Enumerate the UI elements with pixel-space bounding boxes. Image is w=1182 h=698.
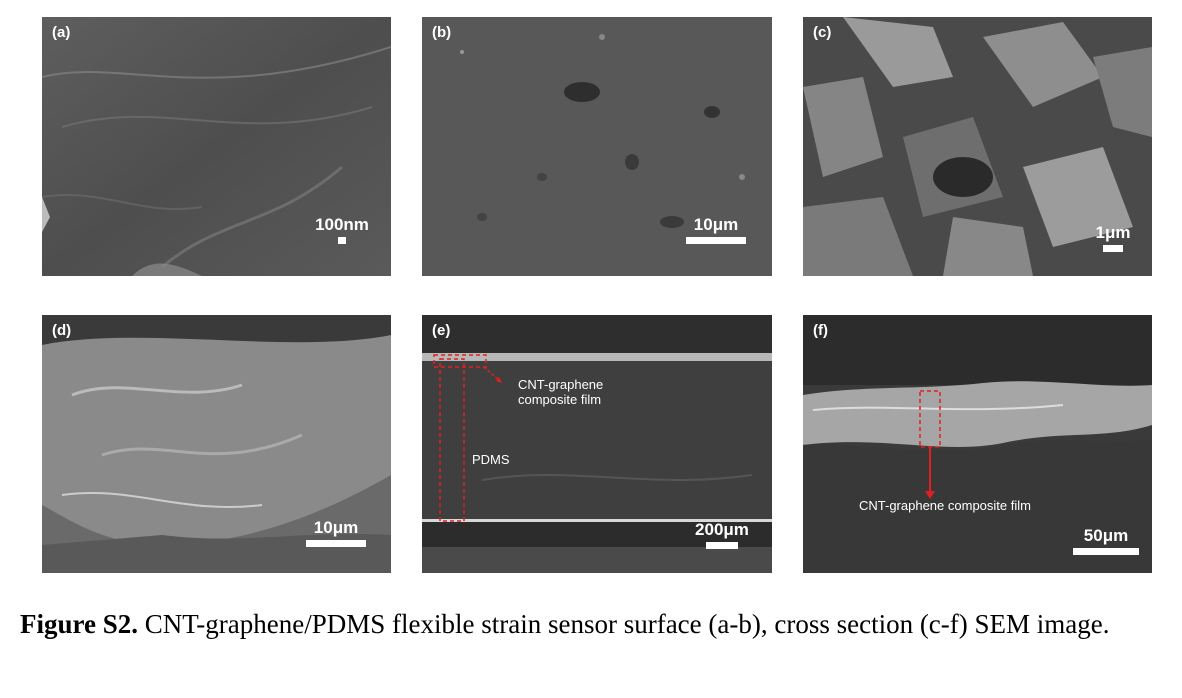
sem-panel-a: (a) 100nm xyxy=(42,17,391,276)
sem-panel-f: (f) CNT-graphene composite film 50μm xyxy=(803,315,1152,573)
panel-label-c: (c) xyxy=(813,24,832,41)
sem-panel-d: (d) 10μm xyxy=(42,315,391,573)
scale-text-a: 100nm xyxy=(315,215,369,234)
scale-text-f: 50μm xyxy=(1083,526,1129,545)
scale-bar-f: 50μm xyxy=(1071,526,1141,555)
panel-label-a: (a) xyxy=(52,24,71,41)
scale-bar-b: 10μm xyxy=(685,215,747,244)
annotation-composite-film-f: CNT-graphene composite film xyxy=(859,498,1031,513)
sem-image-a xyxy=(42,17,391,276)
scale-bar-e: 200μm xyxy=(686,520,758,549)
scale-text-b: 10μm xyxy=(693,215,739,234)
annotation-pdms-e: PDMS xyxy=(472,452,510,467)
scale-bar-a: 100nm xyxy=(307,215,377,244)
sem-image-f xyxy=(803,315,1152,573)
panel-label-b: (b) xyxy=(432,24,452,41)
scale-text-c: 1μm xyxy=(1095,223,1131,242)
sem-panel-e: (e) CNT-graphene composite film PDMS 200… xyxy=(422,315,772,573)
sem-image-e xyxy=(422,315,772,573)
caption-text: CNT-graphene/PDMS flexible strain sensor… xyxy=(138,609,1110,639)
sem-image-b xyxy=(422,17,772,276)
annotation-composite-film-e: CNT-graphene composite film xyxy=(518,377,604,407)
sem-panel-b: (b) 10μm xyxy=(422,17,772,276)
sem-image-c xyxy=(803,17,1152,276)
scale-text-e: 200μm xyxy=(695,520,749,539)
sem-panel-c: (c) 1μm xyxy=(803,17,1152,276)
scale-bar-c: 1μm xyxy=(1091,223,1135,252)
panel-label-f: (f) xyxy=(813,322,828,339)
figure-label: Figure S2. xyxy=(20,609,139,639)
panel-label-e: (e) xyxy=(432,322,451,339)
figure-caption: Figure S2. CNT-graphene/PDMS flexible st… xyxy=(20,590,1170,658)
scale-bar-d: 10μm xyxy=(304,518,368,547)
panel-label-d: (d) xyxy=(52,322,72,339)
sem-image-d xyxy=(42,315,391,573)
scale-text-d: 10μm xyxy=(313,518,359,537)
